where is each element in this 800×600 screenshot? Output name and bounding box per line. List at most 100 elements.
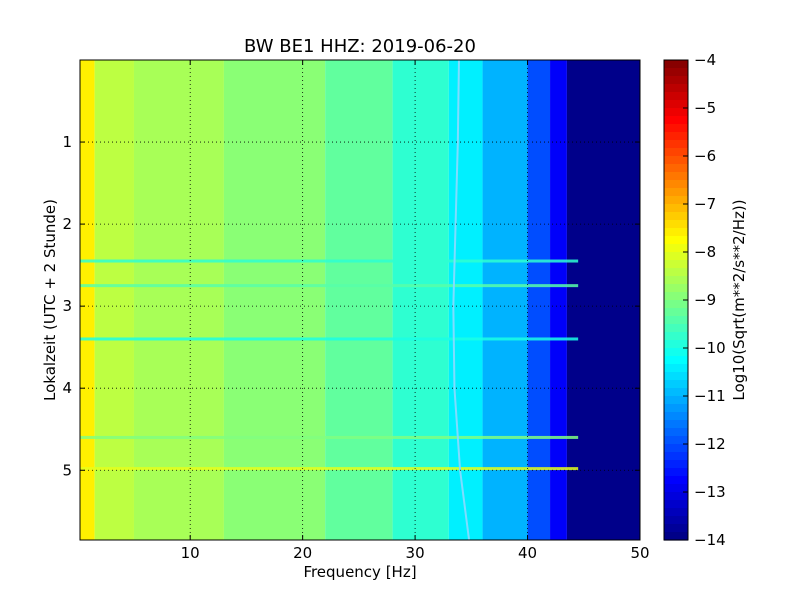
colorbar-segment [664,412,688,421]
colorbar-segment [664,476,688,485]
spectrogram-band [566,60,640,540]
y-tick-label: 5 [62,461,72,479]
colorbar-tick-label: −10 [694,339,726,357]
colorbar-segment [664,172,688,181]
colorbar-segment [664,68,688,77]
colorbar-segment [664,180,688,189]
colorbar-segment [664,500,688,509]
x-tick-label: 40 [518,544,537,562]
colorbar-segment [664,212,688,221]
spectrogram-event-line [80,435,579,439]
x-tick-label: 50 [630,544,649,562]
colorbar-segment [664,340,688,349]
spectrogram-event-line [80,259,579,263]
colorbar-segment [664,252,688,261]
grid-lines [80,60,640,540]
colorbar-tick-label: −8 [694,243,716,261]
colorbar-segment [664,452,688,461]
colorbar-segment [664,84,688,93]
colorbar-segment [664,348,688,357]
y-tick-label: 4 [62,379,72,397]
x-tick-label: 10 [181,544,200,562]
colorbar-segment [664,108,688,117]
chart-title: BW BE1 HHZ: 2019-06-20 [244,36,476,57]
y-tick-label: 1 [62,133,72,151]
colorbar-segment [664,396,688,405]
spectrogram-band [223,60,326,540]
colorbar-tick-label: −5 [694,99,716,117]
colorbar-tick-label: −14 [694,531,726,549]
x-tick-label: 20 [293,544,312,562]
colorbar-segment [664,276,688,285]
x-tick-label: 30 [406,544,425,562]
colorbar-tick-label: −11 [694,387,726,405]
colorbar-segment [664,236,688,245]
colorbar-tick-label: −7 [694,195,716,213]
colorbar-ticks: −4 −5 −6 −7 −8 −9 −10 −11 −12 −13 −14 [683,51,726,549]
plot-area: 10 20 30 40 50 1 2 3 4 5 [62,59,650,562]
colorbar-segment [664,228,688,237]
colorbar-segment [664,124,688,133]
colorbar-segment [664,460,688,469]
colorbar-segment [664,92,688,101]
spectrogram-band [80,60,95,540]
colorbar-segment [664,140,688,149]
x-axis-ticks: 10 20 30 40 50 [181,60,650,562]
spectrogram-band [94,60,134,540]
colorbar: −4 −5 −6 −7 −8 −9 −10 −11 −12 −13 −14 [663,51,726,549]
y-tick-label: 3 [62,297,72,315]
colorbar-segment [664,436,688,445]
colorbar-segment [664,308,688,317]
colorbar-segment [664,388,688,397]
colorbar-segment [664,492,688,501]
spectrogram-event-line [80,284,579,288]
colorbar-segment [664,260,688,269]
spectrogram-band [392,60,449,540]
colorbar-tick-label: −6 [694,147,716,165]
colorbar-segment [664,532,688,541]
y-axis-label: Lokalzeit (UTC + 2 Stunde) [41,199,59,401]
spectrogram-event-line [80,337,579,341]
colorbar-segment [664,420,688,429]
spectrogram-band [325,60,393,540]
y-axis-ticks: 1 2 3 4 5 [62,133,640,479]
x-axis-label: Frequency [Hz] [303,563,416,581]
colorbar-segment [664,524,688,533]
spectrogram-band [133,60,224,540]
spectrogram-band [550,60,567,540]
colorbar-segment [664,324,688,333]
colorbar-tick-label: −4 [694,51,716,69]
colorbar-segment [664,332,688,341]
spectrogram-event-line [80,467,579,471]
plot-frame [79,59,641,541]
colorbar-segment [664,164,688,173]
colorbar-segment [664,468,688,477]
colorbar-segment [664,188,688,197]
colorbar-segment [664,244,688,253]
colorbar-segment [664,148,688,157]
colorbar-gradient [664,60,688,541]
colorbar-segment [664,116,688,125]
colorbar-segment [664,444,688,453]
colorbar-segment [664,220,688,229]
colorbar-segment [664,100,688,109]
colorbar-segment [664,268,688,277]
colorbar-segment [664,316,688,325]
colorbar-segment [664,364,688,373]
colorbar-segment [664,508,688,517]
colorbar-segment [664,428,688,437]
colorbar-segment [664,372,688,381]
colorbar-segment [664,404,688,413]
colorbar-segment [664,132,688,141]
colorbar-tick-label: −13 [694,483,726,501]
colorbar-segment [664,356,688,365]
colorbar-segment [664,380,688,389]
colorbar-segment [664,484,688,493]
colorbar-segment [664,292,688,301]
colorbar-tick-label: −9 [694,291,716,309]
spectrogram-heatmap [80,59,640,541]
colorbar-segment [664,76,688,85]
y-tick-label: 2 [62,215,72,233]
spectrogram-band [482,60,528,540]
